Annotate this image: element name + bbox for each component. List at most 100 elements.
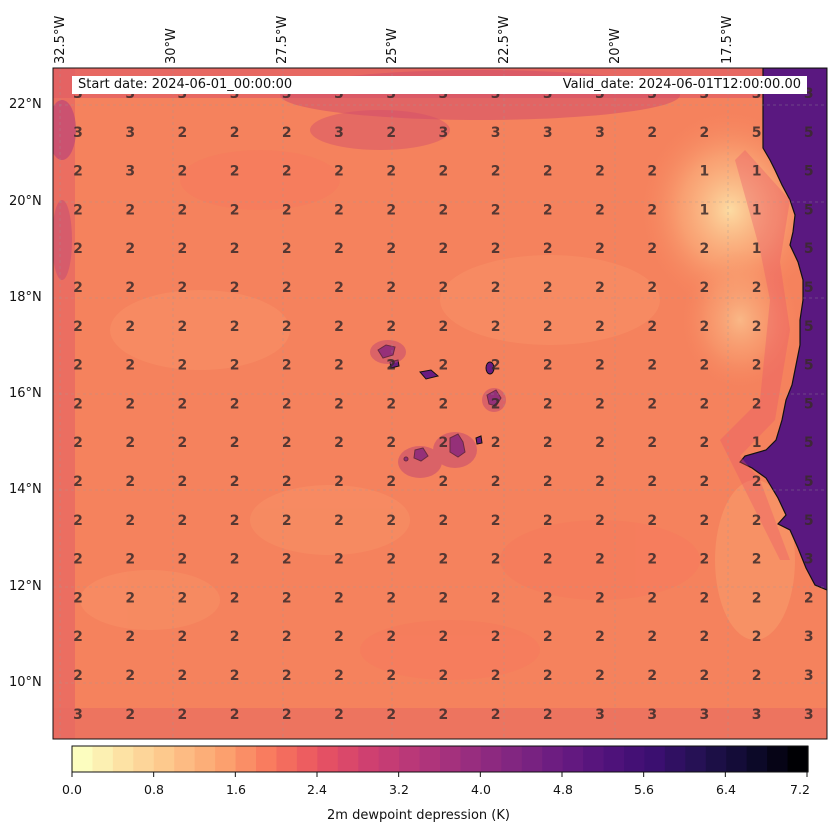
grid-value: 2 bbox=[439, 435, 449, 451]
colorbar-segment bbox=[337, 746, 359, 772]
grid-value: 5 bbox=[804, 125, 814, 141]
grid-value: 3 bbox=[752, 86, 762, 102]
grid-value: 2 bbox=[700, 513, 710, 529]
grid-value: 5 bbox=[804, 241, 814, 257]
grid-value: 2 bbox=[178, 280, 188, 296]
grid-value: 2 bbox=[543, 435, 553, 451]
lon-label: 27.5°W bbox=[275, 15, 290, 64]
grid-value: 2 bbox=[230, 590, 240, 606]
grid-value: 2 bbox=[647, 241, 657, 257]
grid-value: 1 bbox=[752, 164, 762, 180]
grid-value: 5 bbox=[804, 164, 814, 180]
grid-value: 2 bbox=[230, 435, 240, 451]
grid-value: 2 bbox=[282, 474, 292, 490]
grid-value: 3 bbox=[230, 86, 240, 102]
grid-value: 3 bbox=[439, 86, 449, 102]
grid-value: 2 bbox=[647, 164, 657, 180]
grid-value: 2 bbox=[125, 435, 135, 451]
grid-value: 2 bbox=[439, 280, 449, 296]
grid-value: 3 bbox=[125, 86, 135, 102]
grid-value: 2 bbox=[282, 552, 292, 568]
grid-value: 2 bbox=[752, 668, 762, 684]
grid-value: 2 bbox=[334, 552, 344, 568]
lon-label: 17.5°W bbox=[720, 15, 735, 64]
grid-value: 2 bbox=[230, 202, 240, 218]
grid-value: 1 bbox=[752, 435, 762, 451]
grid-value: 2 bbox=[386, 396, 396, 412]
grid-value: 2 bbox=[386, 590, 396, 606]
africa-landmass bbox=[739, 68, 827, 591]
grid-value: 2 bbox=[752, 358, 762, 374]
grid-value: 2 bbox=[647, 474, 657, 490]
grid-value: 3 bbox=[700, 86, 710, 102]
grid-value: 3 bbox=[439, 125, 449, 141]
grid-value: 3 bbox=[73, 707, 83, 723]
island-halos bbox=[370, 340, 506, 478]
grid-value: 2 bbox=[282, 513, 292, 529]
grid-value: 2 bbox=[647, 358, 657, 374]
grid-value: 2 bbox=[334, 668, 344, 684]
grid-value: 2 bbox=[230, 629, 240, 645]
grid-value: 2 bbox=[595, 202, 605, 218]
colorbar-segment bbox=[174, 746, 196, 772]
grid-value: 2 bbox=[647, 513, 657, 529]
grid-value: 2 bbox=[752, 396, 762, 412]
grid-value: 2 bbox=[230, 358, 240, 374]
grid-value: 2 bbox=[230, 707, 240, 723]
grid-value: 5 bbox=[804, 202, 814, 218]
grid-value: 2 bbox=[178, 164, 188, 180]
colorbar-tick-label: 4.0 bbox=[471, 782, 491, 797]
colorbar-title: 2m dewpoint depression (K) bbox=[327, 808, 510, 823]
start-date-label: Start date: 2024-06-01_00:00:00 bbox=[78, 77, 293, 92]
grid-value: 2 bbox=[595, 319, 605, 335]
grid-value: 2 bbox=[178, 435, 188, 451]
grid-value: 2 bbox=[230, 474, 240, 490]
grid-value: 3 bbox=[647, 707, 657, 723]
grid-value: 3 bbox=[804, 629, 814, 645]
grid-value: 2 bbox=[178, 513, 188, 529]
grid-value: 5 bbox=[804, 280, 814, 296]
map-plot-area: 3 3 3 3 3 3 3 3 3 3 3 3 3 3 3 3 3 2 2 2 3 2 3 3 3 3 2 2 5 5 2 3 2 2 2 2 2 2 2 2… bbox=[53, 68, 827, 739]
grid-value: 2 bbox=[386, 513, 396, 529]
grid-value: 2 bbox=[230, 552, 240, 568]
grid-value: 2 bbox=[700, 590, 710, 606]
grid-value: 2 bbox=[543, 552, 553, 568]
grid-value: 1 bbox=[752, 241, 762, 257]
grid-value: 2 bbox=[73, 164, 83, 180]
grid-value: 2 bbox=[230, 125, 240, 141]
grid-value: 3 bbox=[543, 125, 553, 141]
grid-value: 2 bbox=[230, 241, 240, 257]
grid-value: 2 bbox=[125, 241, 135, 257]
colorbar-border bbox=[71, 745, 809, 773]
grid-value: 2 bbox=[334, 396, 344, 412]
grid-value: 2 bbox=[386, 435, 396, 451]
grid-value: 2 bbox=[334, 513, 344, 529]
grid-value: 2 bbox=[334, 202, 344, 218]
grid-value: 2 bbox=[73, 590, 83, 606]
colorbar-segment bbox=[276, 746, 298, 772]
colorbar-segment bbox=[317, 746, 339, 772]
colorbar-segment bbox=[542, 746, 564, 772]
grid-value: 2 bbox=[282, 629, 292, 645]
grid-value: 3 bbox=[543, 86, 553, 102]
grid-value: 2 bbox=[700, 319, 710, 335]
grid-value: 2 bbox=[647, 396, 657, 412]
grid-value: 2 bbox=[752, 513, 762, 529]
grid-value: 2 bbox=[125, 358, 135, 374]
lat-label: 16°N bbox=[9, 386, 42, 401]
grid-value: 2 bbox=[334, 629, 344, 645]
lat-label: 22°N bbox=[9, 97, 42, 112]
grid-value: 2 bbox=[491, 396, 501, 412]
colorbar-tick-label: 6.4 bbox=[716, 782, 736, 797]
grid-value: 2 bbox=[439, 396, 449, 412]
grid-value: 2 bbox=[334, 241, 344, 257]
grid-value: 2 bbox=[647, 552, 657, 568]
grid-value: 3 bbox=[595, 125, 605, 141]
colorbar-segment bbox=[235, 746, 257, 772]
grid-value: 2 bbox=[595, 435, 605, 451]
colorbar-segment bbox=[92, 746, 114, 772]
colorbar-segment bbox=[296, 746, 318, 772]
grid-value: 2 bbox=[700, 280, 710, 296]
colorbar-segment bbox=[787, 746, 809, 772]
